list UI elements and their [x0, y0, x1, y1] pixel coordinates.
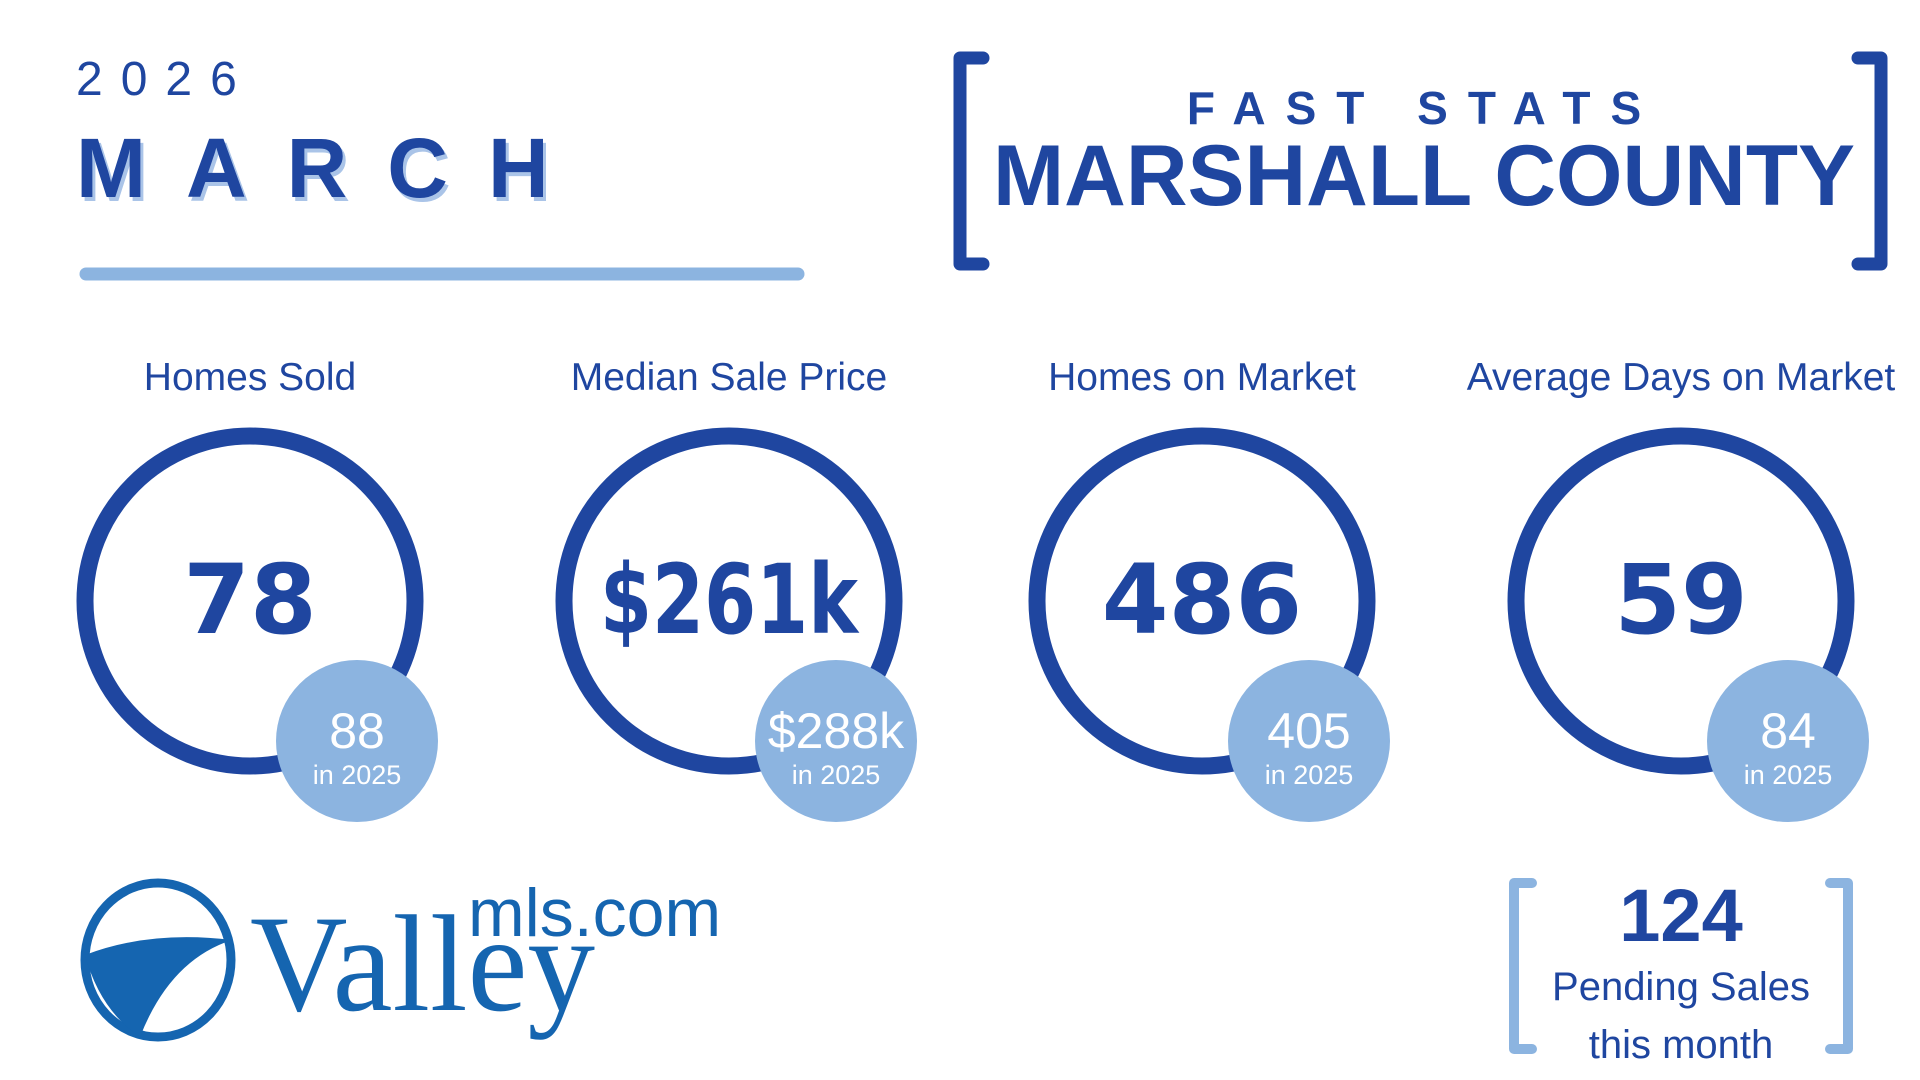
- year: 2026: [76, 53, 255, 106]
- stat-ring: [555, 427, 903, 775]
- prior-label: in 2025: [1744, 760, 1833, 790]
- stat-value: $261k: [600, 544, 860, 656]
- stat-ring: [1507, 427, 1855, 775]
- stat-label: Homes on Market: [1048, 356, 1356, 399]
- month: MARCH: [76, 121, 589, 215]
- logo-ring: [80, 878, 236, 1042]
- logo-name: Valley: [250, 887, 595, 1040]
- tag: FAST STATS: [1187, 82, 1661, 134]
- county: MARSHALL COUNTY: [993, 128, 1855, 224]
- prior-label: in 2025: [313, 760, 402, 790]
- prior-bubble: [755, 660, 917, 822]
- prior-bubble: [1707, 660, 1869, 822]
- prior-label: in 2025: [1265, 760, 1354, 790]
- logo: Valley mls.com: [80, 875, 721, 1042]
- month-shadow: MARCH: [79, 125, 592, 219]
- stat-ring: [76, 427, 424, 775]
- prior-bubble: [276, 660, 438, 822]
- stat-label: Homes Sold: [144, 356, 356, 399]
- pending-bracket-left: [1509, 878, 1537, 1054]
- bracket-left: [953, 51, 990, 271]
- prior-value: 88: [329, 703, 385, 759]
- stat-value: 486: [1102, 544, 1302, 656]
- stat-label: Median Sale Price: [571, 356, 888, 399]
- stat-value: 78: [183, 544, 317, 656]
- stat-label: Average Days on Market: [1467, 356, 1896, 399]
- prior-value: $288k: [768, 703, 905, 759]
- pending-label: this month: [1589, 1023, 1774, 1067]
- prior-bubble: [1228, 660, 1390, 822]
- pending-value: 124: [1619, 874, 1742, 957]
- logo-swoosh: [85, 937, 232, 1037]
- pending-bracket-right: [1825, 878, 1853, 1054]
- prior-label: in 2025: [792, 760, 881, 790]
- stat-value: 59: [1614, 544, 1748, 656]
- prior-value: 405: [1267, 703, 1350, 759]
- logo-domain: mls.com: [468, 875, 721, 951]
- pending-label: Pending Sales: [1552, 965, 1810, 1009]
- bracket-right: [1851, 51, 1888, 271]
- stat-ring: [1028, 427, 1376, 775]
- prior-value: 84: [1760, 703, 1816, 759]
